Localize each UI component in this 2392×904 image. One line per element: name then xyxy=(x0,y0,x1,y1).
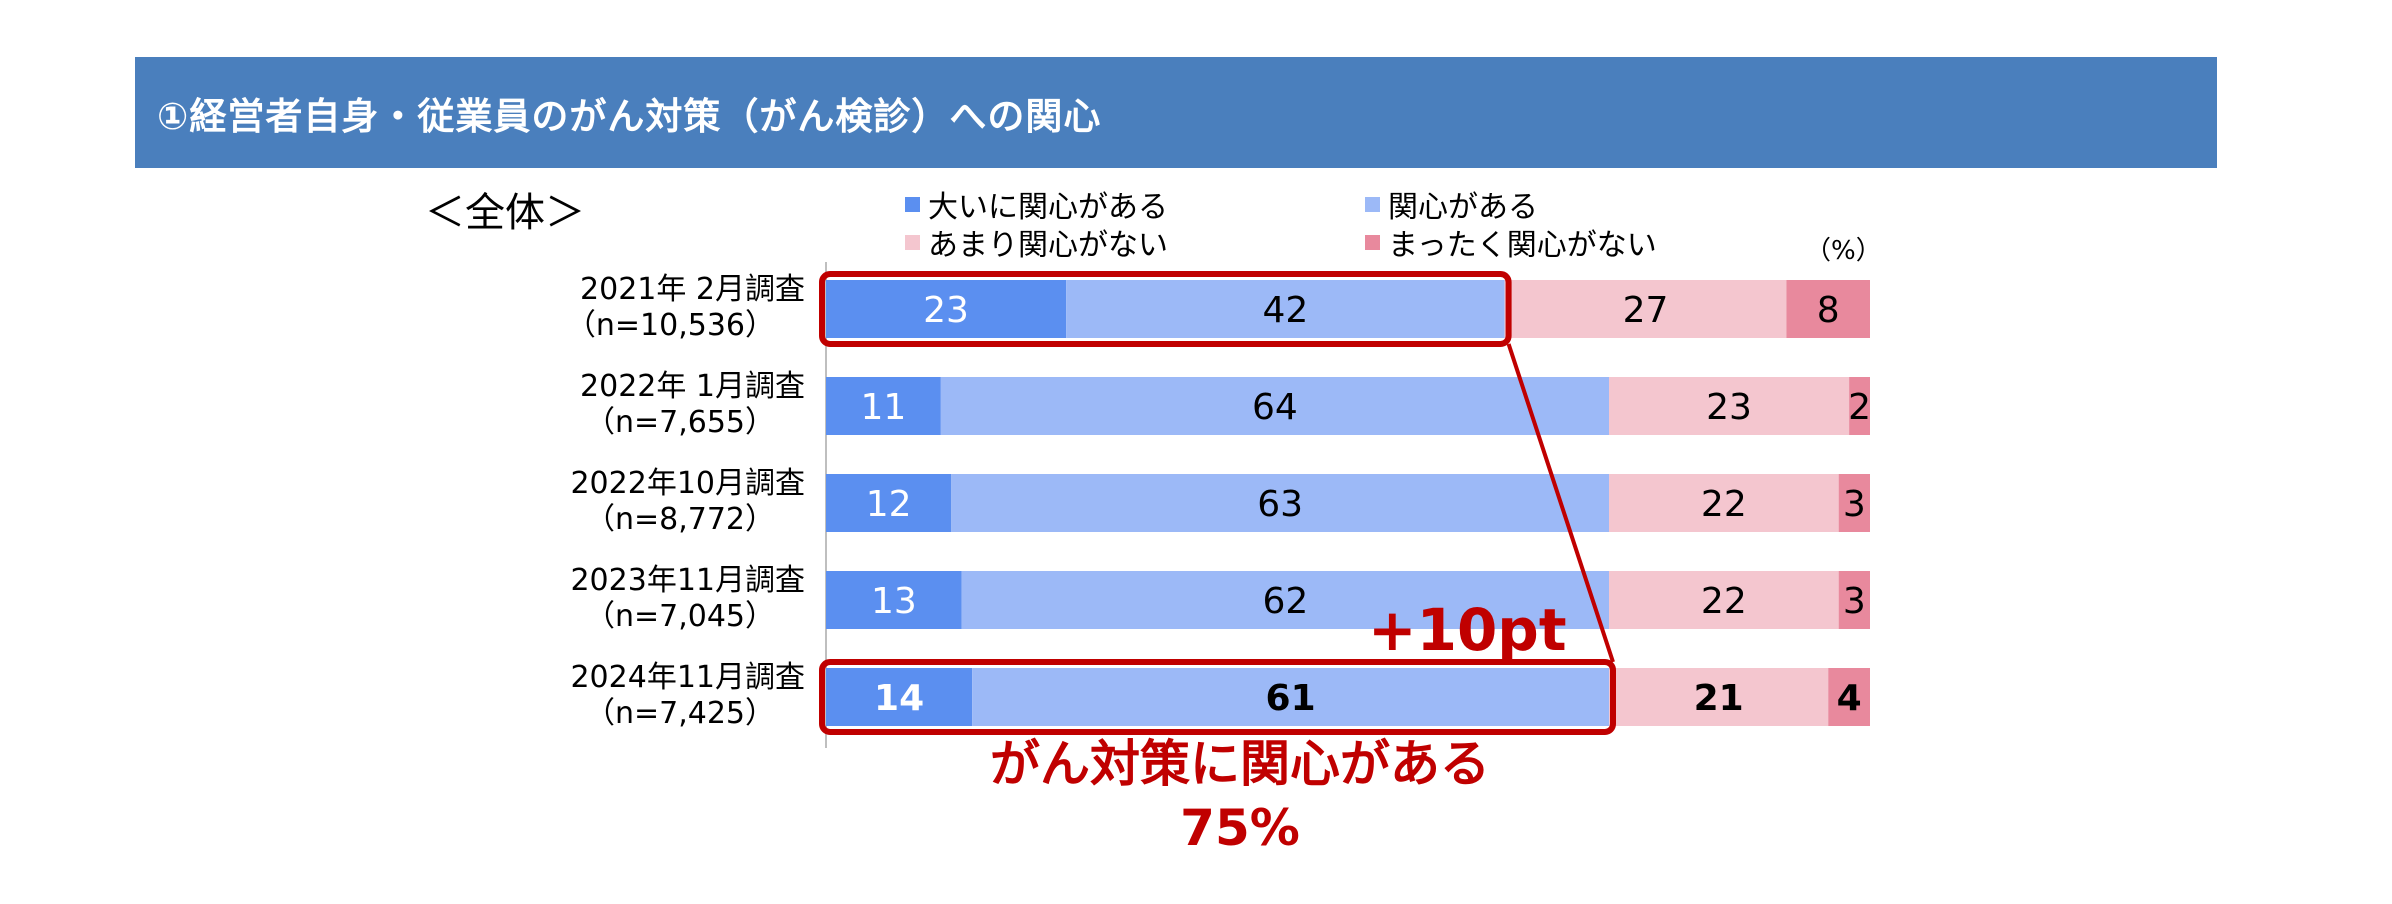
highlight-box xyxy=(819,659,1616,735)
row-survey-label: 2022年 1月調査 xyxy=(580,369,805,404)
legend-swatch xyxy=(1365,196,1380,212)
data-label: 13 xyxy=(871,581,917,622)
row-n-label: （n=10,536） xyxy=(565,308,775,343)
change-annotation: +10pt xyxy=(1368,596,1567,664)
row-n-label: （n=7,045） xyxy=(584,599,775,634)
interest-annotation: がん対策に関心がある 75% xyxy=(940,732,1540,860)
data-label: 42 xyxy=(1262,290,1308,331)
data-label: 63 xyxy=(1257,484,1303,525)
bar-very-interested xyxy=(826,668,973,726)
bar-interested xyxy=(940,377,1609,435)
row-n-label: （n=8,772） xyxy=(584,502,775,537)
data-label: 11 xyxy=(861,387,907,428)
row-label: 2022年10月調査 （n=8,772） xyxy=(395,466,805,538)
row-label: 2023年11月調査 （n=7,045） xyxy=(395,563,805,635)
data-label: 64 xyxy=(1252,387,1298,428)
data-label: 61 xyxy=(1266,678,1316,719)
bar-not-very xyxy=(1609,474,1839,532)
legend-item-not-at-all: まったく関心がない xyxy=(1365,220,1657,264)
row-survey-label: 2021年 2月調査 xyxy=(580,272,805,307)
legend-label: 関心がある xyxy=(1388,190,1538,225)
header-bar: ①経営者自身・従業員のがん対策（がん検診）への関心 xyxy=(135,57,2217,168)
row-n-label: （n=7,425） xyxy=(584,696,775,731)
legend-swatch xyxy=(1365,234,1380,250)
data-label: 21 xyxy=(1694,678,1744,719)
bar-not-at-all xyxy=(1838,571,1870,629)
bar-not-very xyxy=(1504,280,1787,338)
page-title: ①経営者自身・従業員のがん対策（がん検診）への関心 xyxy=(157,94,1102,138)
row-survey-label: 2023年11月調査 xyxy=(570,563,805,598)
row-label: 2022年 1月調査 （n=7,655） xyxy=(395,369,805,441)
data-label: 22 xyxy=(1701,581,1747,622)
data-label: 3 xyxy=(1843,581,1866,622)
data-label: 2 xyxy=(1848,387,1871,428)
subset-label: ＜全体＞ xyxy=(425,190,585,236)
bar-not-very xyxy=(1609,668,1829,726)
legend-swatch xyxy=(905,196,920,212)
data-label: 4 xyxy=(1837,678,1862,719)
data-label: 22 xyxy=(1701,484,1747,525)
bar-not-at-all xyxy=(1849,377,1870,435)
unit-label: （%） xyxy=(1805,236,1882,266)
highlight-box xyxy=(819,271,1512,347)
legend-label: 大いに関心がある xyxy=(928,190,1168,225)
data-label: 12 xyxy=(866,484,912,525)
bar-not-at-all xyxy=(1838,474,1870,532)
row-survey-label: 2024年11月調査 xyxy=(570,660,805,695)
bar-interested xyxy=(961,571,1609,629)
legend-item-not-very: あまり関心がない xyxy=(905,220,1168,264)
row-survey-label: 2022年10月調査 xyxy=(570,466,805,501)
bar-not-very xyxy=(1609,377,1850,435)
data-label: 23 xyxy=(1706,387,1752,428)
bar-not-very xyxy=(1609,571,1839,629)
bar-interested xyxy=(972,668,1609,726)
connector-line xyxy=(1506,343,1615,663)
interest-annotation-line1: がん対策に関心がある xyxy=(990,735,1490,793)
bar-very-interested xyxy=(826,280,1067,338)
data-label: 23 xyxy=(923,290,969,331)
bar-very-interested xyxy=(826,474,952,532)
bar-interested xyxy=(1066,280,1505,338)
legend-swatch xyxy=(905,234,920,250)
data-label: 3 xyxy=(1843,484,1866,525)
row-label: 2024年11月調査 （n=7,425） xyxy=(395,660,805,732)
bar-not-at-all xyxy=(1828,668,1870,726)
row-label: 2021年 2月調査 （n=10,536） xyxy=(395,272,805,344)
bar-not-at-all xyxy=(1786,280,1870,338)
data-label: 8 xyxy=(1817,290,1840,331)
legend-label: まったく関心がない xyxy=(1388,228,1657,263)
row-n-label: （n=7,655） xyxy=(584,405,775,440)
data-label: 27 xyxy=(1623,290,1669,331)
interest-annotation-line2: 75% xyxy=(1180,799,1300,857)
legend-item-very-interested: 大いに関心がある xyxy=(905,182,1168,226)
bar-very-interested xyxy=(826,377,941,435)
legend-label: あまり関心がない xyxy=(928,228,1168,263)
data-label: 14 xyxy=(874,678,924,719)
bar-interested xyxy=(951,474,1609,532)
data-label: 62 xyxy=(1262,581,1308,622)
bar-very-interested xyxy=(826,571,962,629)
legend-item-interested: 関心がある xyxy=(1365,182,1538,226)
